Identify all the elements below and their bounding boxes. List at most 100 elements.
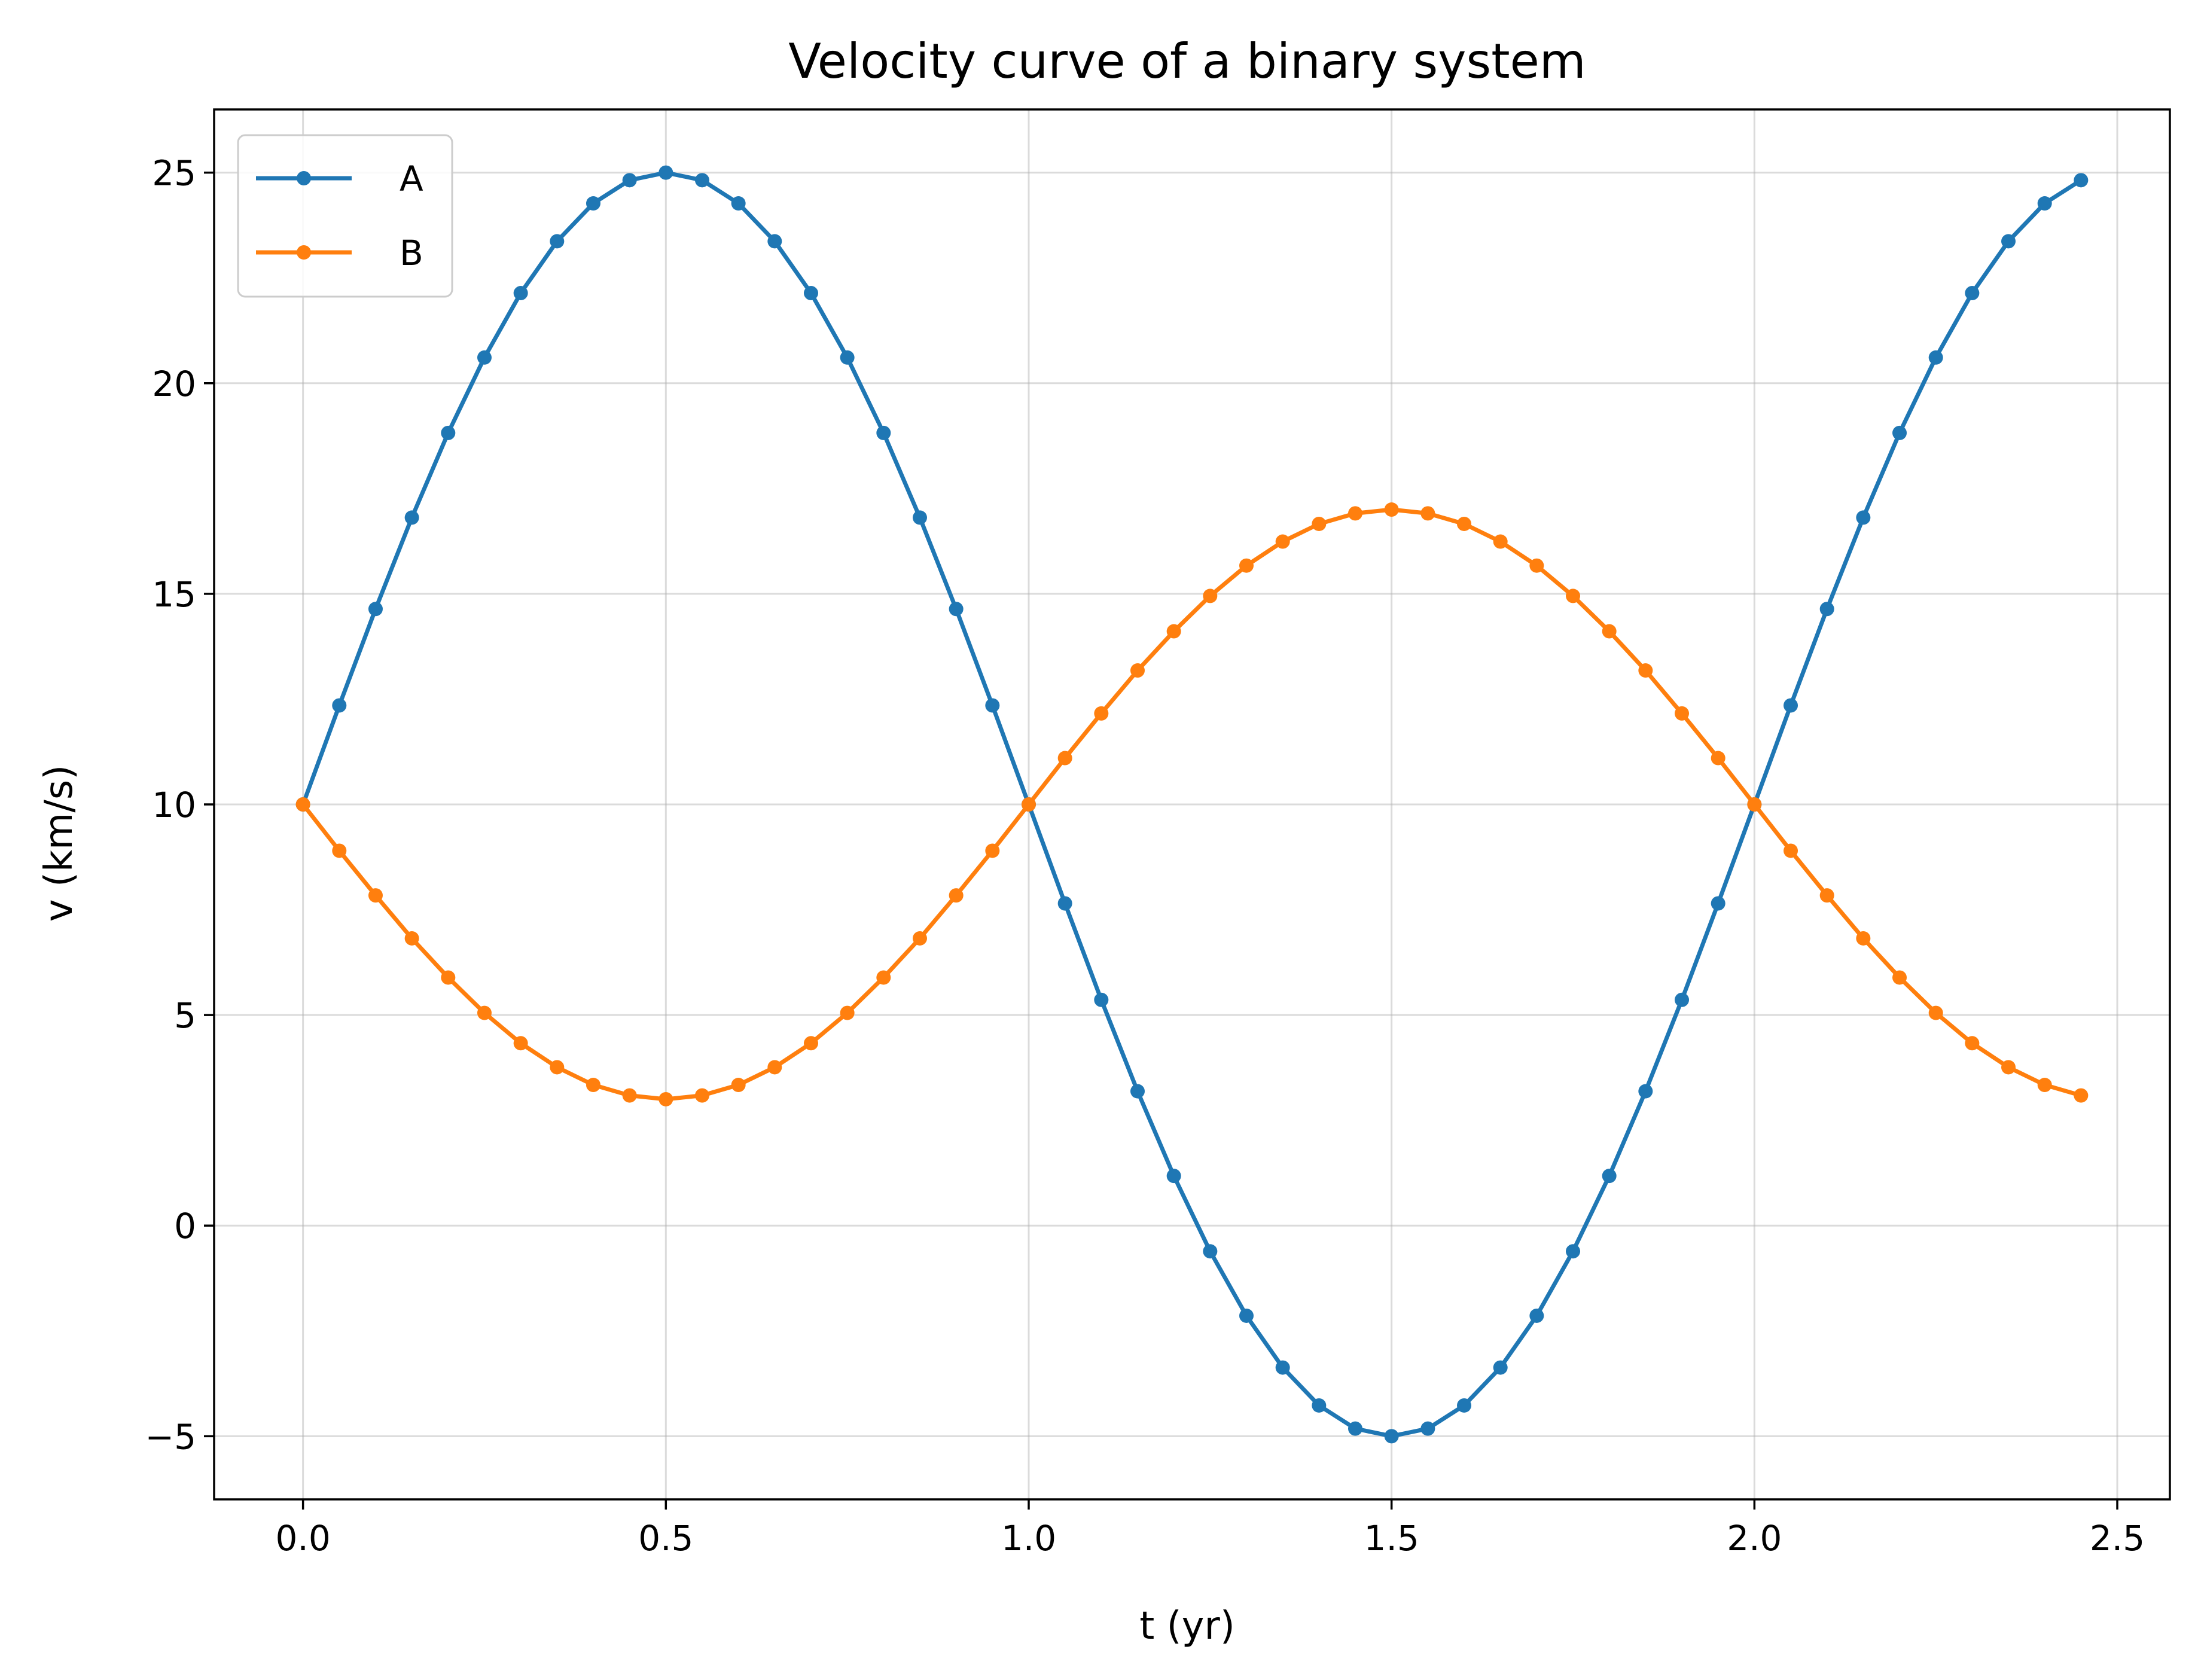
data-point — [1275, 1360, 1290, 1375]
data-point — [1711, 896, 1725, 911]
data-point — [1094, 992, 1109, 1007]
data-point — [876, 425, 891, 440]
data-point — [513, 1036, 528, 1051]
data-point — [2037, 1078, 2052, 1093]
data-point — [1602, 624, 1617, 639]
legend: AB — [237, 134, 453, 298]
data-point — [1420, 1421, 1435, 1436]
data-point — [1275, 534, 1290, 549]
data-point — [1384, 1429, 1399, 1444]
y-tick-label: 20 — [152, 364, 196, 404]
data-point — [1675, 992, 1690, 1007]
series-a — [295, 165, 2089, 1444]
data-point — [694, 173, 709, 188]
data-point — [949, 602, 964, 617]
data-point — [550, 234, 565, 249]
legend-swatch-marker — [297, 245, 311, 260]
data-point — [404, 510, 419, 525]
y-tick-label: 5 — [174, 995, 196, 1036]
data-point — [1566, 1244, 1581, 1259]
data-point — [2001, 1060, 2016, 1075]
x-tick-label: 1.5 — [1364, 1518, 1419, 1559]
y-tick-label: −5 — [145, 1416, 197, 1457]
data-point — [404, 931, 419, 946]
legend-swatch-marker — [297, 171, 311, 185]
data-point — [985, 698, 1000, 713]
data-point — [1166, 624, 1181, 639]
data-point — [1638, 1084, 1653, 1099]
data-point — [767, 234, 782, 249]
x-axis-ticks: 0.0 0.5 1.0 1.5 2.0 2.5 — [276, 1499, 2145, 1559]
data-point — [658, 1091, 673, 1106]
data-point — [1819, 888, 1834, 903]
data-point — [1457, 1398, 1472, 1413]
y-tick-label: 10 — [152, 785, 196, 825]
data-point — [622, 173, 637, 188]
data-point — [332, 843, 347, 858]
data-point — [1784, 698, 1798, 713]
data-point — [586, 1078, 600, 1093]
data-point — [658, 165, 673, 180]
data-point — [477, 350, 492, 365]
data-point — [2037, 196, 2052, 211]
data-point — [694, 1088, 709, 1103]
data-point — [985, 843, 1000, 858]
data-point — [1420, 506, 1435, 521]
data-point — [731, 196, 746, 211]
data-point — [1892, 425, 1907, 440]
data-point — [1675, 706, 1690, 721]
data-point — [368, 602, 383, 617]
x-tick-label: 1.0 — [1001, 1518, 1056, 1559]
data-point — [1130, 1084, 1145, 1099]
data-point — [1021, 797, 1036, 812]
data-point — [1312, 516, 1327, 531]
y-tick-label: 15 — [152, 574, 196, 615]
data-point — [1529, 1308, 1544, 1323]
data-point — [441, 970, 456, 985]
data-point — [1239, 558, 1254, 573]
legend-label: A — [400, 158, 423, 199]
data-point — [2074, 173, 2089, 188]
data-point — [912, 931, 927, 946]
data-point — [1928, 1005, 1943, 1020]
data-point — [550, 1060, 565, 1075]
data-point — [1057, 896, 1072, 911]
y-tick-label: 0 — [174, 1206, 196, 1246]
data-point — [513, 286, 528, 301]
legend-box — [237, 134, 453, 298]
legend-label: B — [400, 233, 423, 273]
data-point — [1711, 751, 1725, 766]
y-axis-label: v (km/s) — [37, 765, 81, 922]
data-point — [1457, 516, 1472, 531]
data-point — [767, 1060, 782, 1075]
data-point — [586, 196, 600, 211]
data-point — [1057, 751, 1072, 766]
data-point — [2074, 1088, 2089, 1103]
series-b — [295, 502, 2089, 1106]
data-point — [1094, 706, 1109, 721]
data-point — [1602, 1169, 1617, 1184]
y-axis-ticks: −5 0 5 10 15 20 25 — [145, 153, 214, 1457]
data-point — [1130, 663, 1145, 678]
data-point — [1348, 1421, 1363, 1436]
data-point — [1965, 286, 1980, 301]
x-axis-label: t (yr) — [1139, 1604, 1235, 1648]
data-point — [876, 970, 891, 985]
data-point — [1784, 843, 1798, 858]
data-point — [1239, 1308, 1254, 1323]
x-tick-label: 2.0 — [1727, 1518, 1782, 1559]
data-point — [1203, 1244, 1218, 1259]
data-point — [1348, 506, 1363, 521]
data-point — [803, 286, 818, 301]
data-point — [840, 350, 855, 365]
data-point — [622, 1088, 637, 1103]
data-point — [1166, 1169, 1181, 1184]
data-point — [949, 888, 964, 903]
data-point — [1928, 350, 1943, 365]
data-point — [912, 510, 927, 525]
series-layer — [295, 165, 2089, 1444]
x-tick-label: 2.5 — [2090, 1518, 2145, 1559]
data-point — [1493, 534, 1508, 549]
data-point — [731, 1078, 746, 1093]
